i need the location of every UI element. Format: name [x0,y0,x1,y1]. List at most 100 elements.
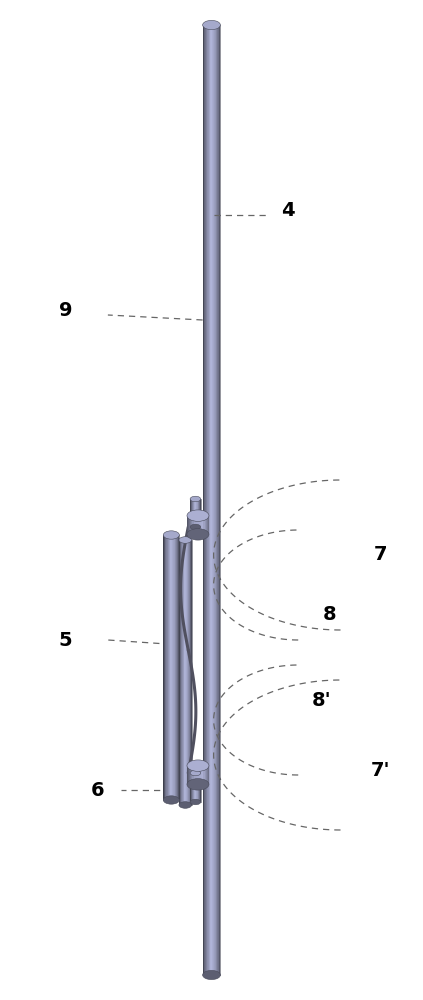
Polygon shape [210,25,211,975]
Ellipse shape [203,20,220,30]
Polygon shape [192,516,194,534]
Polygon shape [194,766,195,784]
Polygon shape [184,540,185,805]
Polygon shape [187,766,188,784]
Polygon shape [207,766,208,784]
Polygon shape [198,516,199,534]
Polygon shape [187,540,188,805]
Polygon shape [169,535,170,800]
Polygon shape [191,766,192,784]
Polygon shape [209,25,210,975]
Polygon shape [201,516,202,534]
Polygon shape [164,535,165,800]
Polygon shape [188,516,189,534]
Polygon shape [201,766,202,784]
Polygon shape [215,25,216,975]
Polygon shape [196,516,197,534]
Polygon shape [194,516,195,534]
Polygon shape [189,766,190,784]
Polygon shape [207,516,208,534]
Polygon shape [197,516,198,534]
Polygon shape [217,25,218,975]
Polygon shape [188,766,189,784]
Polygon shape [190,516,191,534]
Polygon shape [190,766,191,784]
Polygon shape [198,766,199,784]
Ellipse shape [163,796,179,804]
Ellipse shape [190,770,201,776]
Polygon shape [205,516,206,534]
Polygon shape [200,516,201,534]
Polygon shape [166,535,167,800]
Polygon shape [207,25,208,975]
Polygon shape [202,516,203,534]
Text: 8': 8' [312,690,331,710]
Polygon shape [178,535,179,800]
Ellipse shape [190,524,201,530]
Polygon shape [173,535,174,800]
Polygon shape [199,766,200,784]
Polygon shape [208,766,209,784]
Polygon shape [163,535,164,800]
Ellipse shape [179,537,192,543]
Ellipse shape [179,802,192,808]
Text: 5: 5 [59,631,72,650]
Polygon shape [175,535,176,800]
Polygon shape [203,25,204,975]
Polygon shape [165,535,166,800]
Polygon shape [189,516,190,534]
Ellipse shape [163,531,179,539]
Polygon shape [199,516,200,534]
Polygon shape [174,535,175,800]
Text: 4: 4 [281,200,294,220]
Polygon shape [171,535,172,800]
Text: 7': 7' [371,760,390,780]
Text: 9: 9 [59,300,72,320]
Text: 6: 6 [91,780,104,800]
Polygon shape [187,516,188,534]
Ellipse shape [187,760,209,771]
Polygon shape [195,516,196,534]
Ellipse shape [187,529,209,540]
Polygon shape [170,535,171,800]
Polygon shape [211,25,212,975]
Ellipse shape [187,779,209,790]
Ellipse shape [190,496,201,502]
Text: 7: 7 [374,546,387,564]
Polygon shape [196,766,197,784]
Polygon shape [208,516,209,534]
Polygon shape [191,516,192,534]
Ellipse shape [203,970,220,980]
Polygon shape [205,25,206,975]
Polygon shape [214,25,215,975]
Polygon shape [200,766,201,784]
Polygon shape [182,540,183,805]
Ellipse shape [187,510,209,521]
Polygon shape [206,766,207,784]
Polygon shape [206,516,207,534]
Polygon shape [202,766,203,784]
Polygon shape [186,540,187,805]
Polygon shape [197,766,198,784]
Polygon shape [189,540,190,805]
Polygon shape [192,766,194,784]
Polygon shape [204,25,205,975]
Polygon shape [167,535,168,800]
Polygon shape [212,25,213,975]
Polygon shape [172,535,173,800]
Polygon shape [183,540,184,805]
Polygon shape [218,25,219,975]
Polygon shape [203,516,205,534]
Text: 8: 8 [323,605,337,624]
Polygon shape [203,766,205,784]
Ellipse shape [190,799,201,805]
Polygon shape [206,25,207,975]
Polygon shape [177,535,178,800]
Polygon shape [180,540,181,805]
Polygon shape [216,25,217,975]
Polygon shape [205,766,206,784]
Polygon shape [219,25,220,975]
Polygon shape [176,535,177,800]
Polygon shape [208,25,209,975]
Polygon shape [213,25,214,975]
